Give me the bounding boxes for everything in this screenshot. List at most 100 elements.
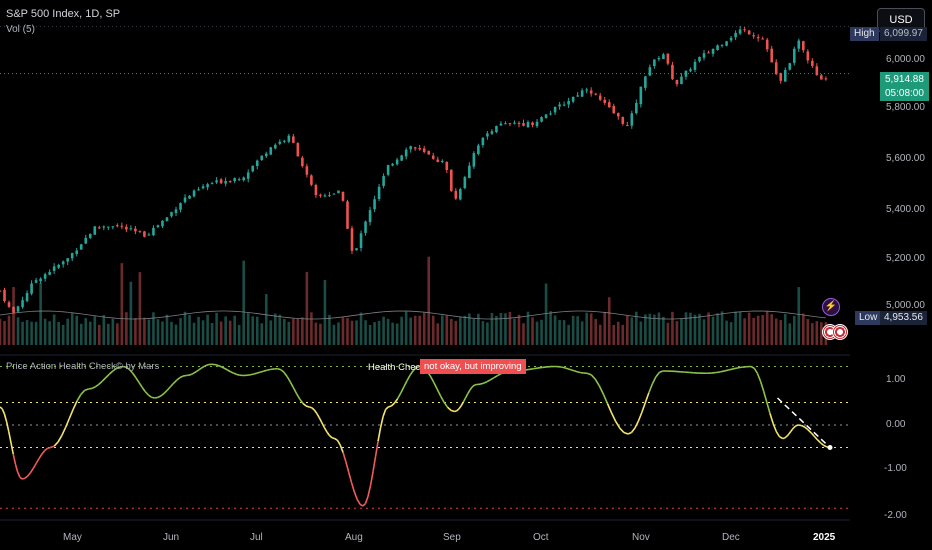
oscillator-segment — [154, 396, 158, 399]
candle-body — [233, 178, 236, 182]
oscillator-segment — [367, 485, 372, 497]
oscillator-segment — [374, 441, 379, 457]
candle-body — [107, 226, 110, 228]
oscillator-segment — [634, 420, 640, 429]
oscillator-segment — [590, 374, 596, 380]
oscillator-segment — [41, 450, 46, 455]
oscillator-segment — [807, 429, 812, 434]
oscillator-segment — [198, 367, 202, 371]
candle-body — [323, 195, 327, 197]
candle-body — [517, 122, 521, 124]
volume-bar — [531, 317, 534, 345]
price-tick: 5,200.00 — [886, 253, 925, 264]
candle-body — [161, 220, 164, 227]
candle-body — [409, 146, 412, 150]
price-grid — [0, 26, 850, 75]
oscillator-segment — [779, 436, 784, 440]
oscillator-segment — [798, 424, 802, 427]
oscillator-segment — [496, 373, 502, 377]
candle-body — [576, 95, 579, 97]
volume-bar — [156, 319, 160, 345]
volume-bar — [756, 315, 760, 345]
volume-bar — [319, 323, 322, 345]
oscillator-segment — [570, 369, 575, 372]
oscillator-segment — [0, 406, 3, 410]
oscillator-segment — [101, 377, 107, 382]
volume-bar — [61, 324, 65, 345]
volume-bar — [684, 312, 688, 345]
candle-body — [815, 66, 819, 76]
volume-bar — [84, 318, 88, 345]
oscillator-segment — [190, 372, 195, 376]
oscillator-segment — [733, 367, 739, 370]
volume-bar — [589, 313, 593, 345]
volume-bar — [386, 318, 390, 345]
indicator-title[interactable]: Price Action Health Check© by Mars — [6, 361, 160, 372]
volume-bar — [404, 311, 408, 345]
oscillator-segment — [429, 375, 435, 383]
time-label: Jun — [163, 532, 180, 543]
oscillator-segment — [21, 477, 26, 480]
volume-bar — [292, 318, 295, 345]
candle-body — [689, 69, 692, 72]
candle-body — [440, 160, 444, 162]
osc-tick: -2.00 — [884, 510, 907, 521]
candle-body — [183, 197, 187, 203]
oscillator-segment — [359, 503, 364, 507]
volume-bar — [310, 312, 313, 345]
volume-bar — [79, 323, 83, 345]
oscillator-segment — [577, 371, 581, 374]
oscillator-segment — [804, 426, 809, 431]
volume-bar — [815, 321, 819, 345]
candle-body — [666, 53, 670, 64]
oscillator-segment — [316, 413, 321, 419]
oscillator-segment — [334, 437, 338, 441]
volume-bar — [16, 317, 20, 345]
candle-body — [174, 209, 178, 214]
volume-bar — [57, 321, 60, 345]
candle-body — [504, 123, 507, 125]
candle-body — [621, 117, 625, 124]
candle-body — [260, 155, 264, 161]
oscillator-segment — [396, 392, 402, 400]
oscillator-segment — [766, 402, 771, 414]
oscillator-segment — [328, 434, 333, 439]
candle-body — [481, 137, 485, 145]
oscillator-segment — [602, 393, 609, 404]
candle-body — [463, 177, 467, 189]
volume-bar — [544, 283, 548, 345]
oscillator-segment — [720, 370, 725, 373]
oscillator-segment — [362, 503, 367, 507]
oscillator-segment — [756, 373, 762, 382]
volume-bar — [3, 321, 6, 345]
candle-body — [431, 155, 435, 159]
volume-bar — [0, 318, 2, 345]
oscillator-segment — [263, 369, 268, 372]
volume-bar — [621, 324, 625, 345]
volume-bar — [459, 316, 462, 345]
volume-indicator-label[interactable]: Vol (5) — [6, 24, 35, 35]
oscillator-segment — [619, 427, 625, 434]
volume-bar — [797, 287, 801, 345]
candle-body — [427, 150, 431, 155]
oscillator-segment — [436, 388, 442, 397]
volume-bar — [43, 318, 47, 345]
candle-body — [224, 180, 227, 184]
oscillator-segment — [627, 431, 632, 435]
trend-endpoint — [827, 445, 833, 450]
candle-body — [16, 306, 20, 312]
oscillator-segment — [762, 391, 768, 403]
symbol-title[interactable]: S&P 500 Index, 1D, SP — [6, 8, 121, 20]
volume-bar — [287, 321, 291, 345]
candle-body — [716, 45, 719, 51]
oscillator-segment — [658, 370, 664, 374]
oscillator-segment — [305, 405, 310, 408]
oscillator-segment — [179, 375, 184, 379]
us-flag-icon[interactable] — [832, 324, 848, 340]
lightning-icon[interactable]: ⚡ — [822, 298, 840, 316]
candle-body — [400, 155, 403, 161]
volume-bars — [0, 256, 828, 345]
oscillator-segment — [471, 384, 475, 388]
time-label: Nov — [632, 532, 650, 543]
